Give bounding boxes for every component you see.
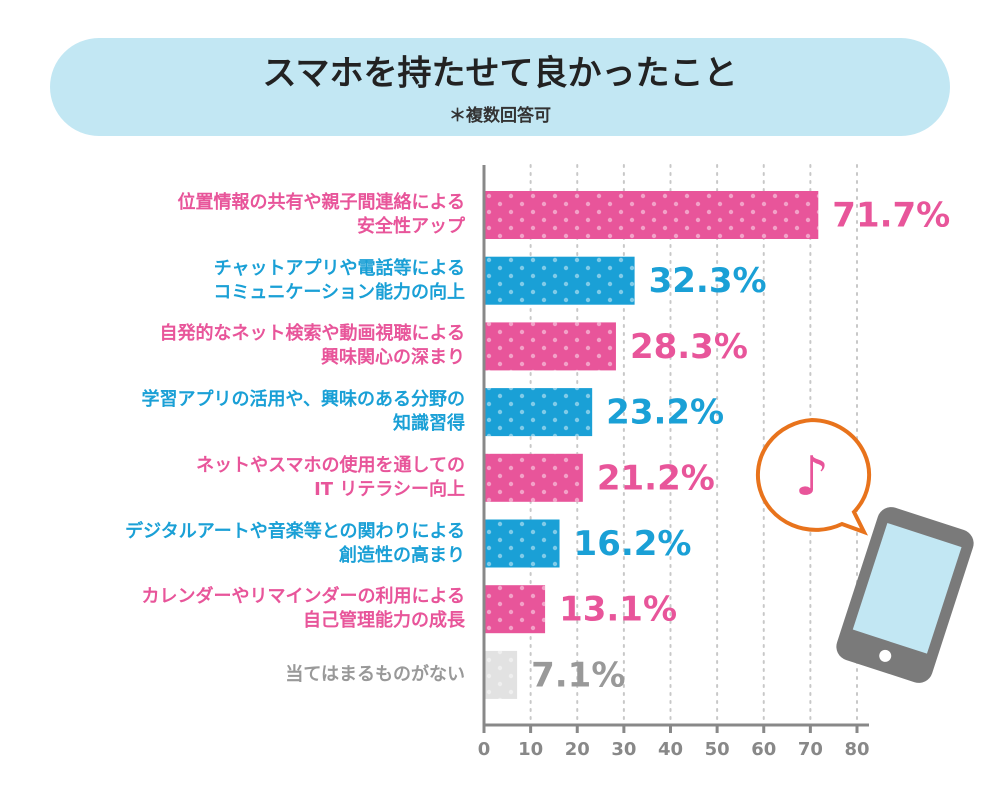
bar-dots <box>484 388 593 437</box>
phone-icon <box>836 507 974 683</box>
value-label: 16.2% <box>574 524 692 564</box>
value-label: 28.3% <box>630 327 748 367</box>
svg-text:♪: ♪ <box>795 445 829 508</box>
x-tick-label: 40 <box>658 739 683 760</box>
value-label: 7.1% <box>531 655 625 695</box>
category-label: 位置情報の共有や親子間連絡による 安全性アップ <box>177 192 465 237</box>
x-tick-label: 80 <box>844 739 869 760</box>
category-label: ネットやスマホの使用を通しての IT リテラシー向上 <box>196 454 465 500</box>
value-label: 32.3% <box>649 261 767 301</box>
bar-dots <box>484 191 819 239</box>
bar-dots <box>484 322 616 371</box>
x-tick-label: 20 <box>565 739 590 760</box>
x-tick-label: 60 <box>751 739 776 760</box>
x-tick-label: 50 <box>705 739 730 760</box>
header-band <box>50 38 950 136</box>
speech-bubble: ♪ <box>755 417 872 536</box>
category-label: カレンダーやリマインダーの利用による 自己管理能力の成長 <box>141 586 465 632</box>
category-label: チャットアプリや電話等による コミュニケーション能力の向上 <box>213 257 465 303</box>
bar-dots <box>484 585 546 634</box>
value-label: 13.1% <box>559 590 677 630</box>
x-tick-label: 10 <box>518 739 543 760</box>
bar-dots <box>484 650 518 699</box>
category-label: 学習アプリの活用や、興味のある分野の 知識習得 <box>141 389 465 435</box>
x-tick-label: 30 <box>611 739 636 760</box>
bar-dots <box>484 453 583 502</box>
value-label: 71.7% <box>832 196 950 236</box>
category-label: デジタルアートや音楽等との関わりによる 創造性の高まり <box>125 520 465 566</box>
x-tick-label: 0 <box>478 739 491 760</box>
bar-dots <box>484 519 560 568</box>
value-label: 21.2% <box>597 458 715 498</box>
category-label: 当てはまるものがない <box>285 663 465 685</box>
value-label: 23.2% <box>606 393 724 433</box>
bar-dots <box>484 256 635 305</box>
chart-title: スマホを持たせて良かったこと <box>263 54 738 94</box>
x-tick-label: 70 <box>798 739 823 760</box>
chart-subtitle: ＊複数回答可 <box>449 105 551 126</box>
category-label: 自発的なネット検索や動画視聴による 興味関心の深まり <box>159 323 465 369</box>
